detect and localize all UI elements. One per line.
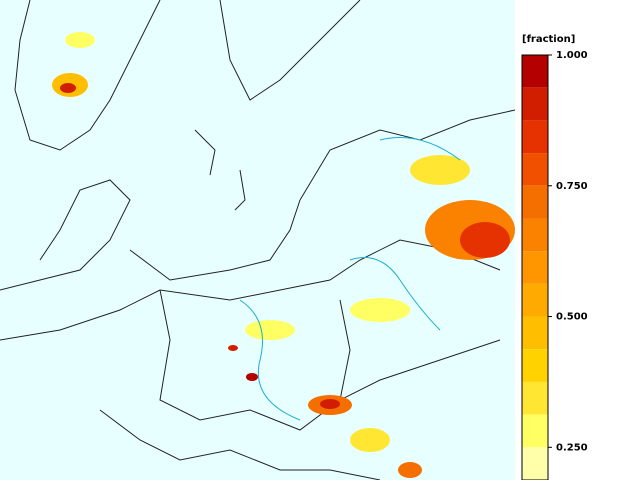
colorbar-band — [522, 153, 548, 186]
legend-title: [fraction] — [522, 34, 575, 45]
colorbar-band — [522, 349, 548, 382]
colorbar-tick-label: 0.750 — [556, 181, 588, 192]
colorbar-band — [522, 414, 548, 448]
colorbar-band — [522, 316, 548, 350]
colorbar-band — [522, 55, 548, 88]
colorbar-band — [522, 447, 548, 480]
colorbar-tick-label: 0.250 — [556, 442, 588, 453]
field-blobs — [52, 32, 515, 478]
colorbar-band — [522, 87, 548, 121]
colorbar-band — [522, 120, 548, 154]
colorbar-tick-label: 1.000 — [556, 50, 588, 61]
colorbar-band — [522, 381, 548, 415]
colorbar-band — [522, 251, 548, 284]
colorbar-band — [522, 218, 548, 252]
colorbar-tick-label: 0.500 — [556, 312, 588, 323]
colorbar-band — [522, 283, 548, 317]
colorbar-band — [522, 185, 548, 219]
colorbar-frame — [521, 54, 549, 480]
coastlines — [0, 0, 516, 480]
